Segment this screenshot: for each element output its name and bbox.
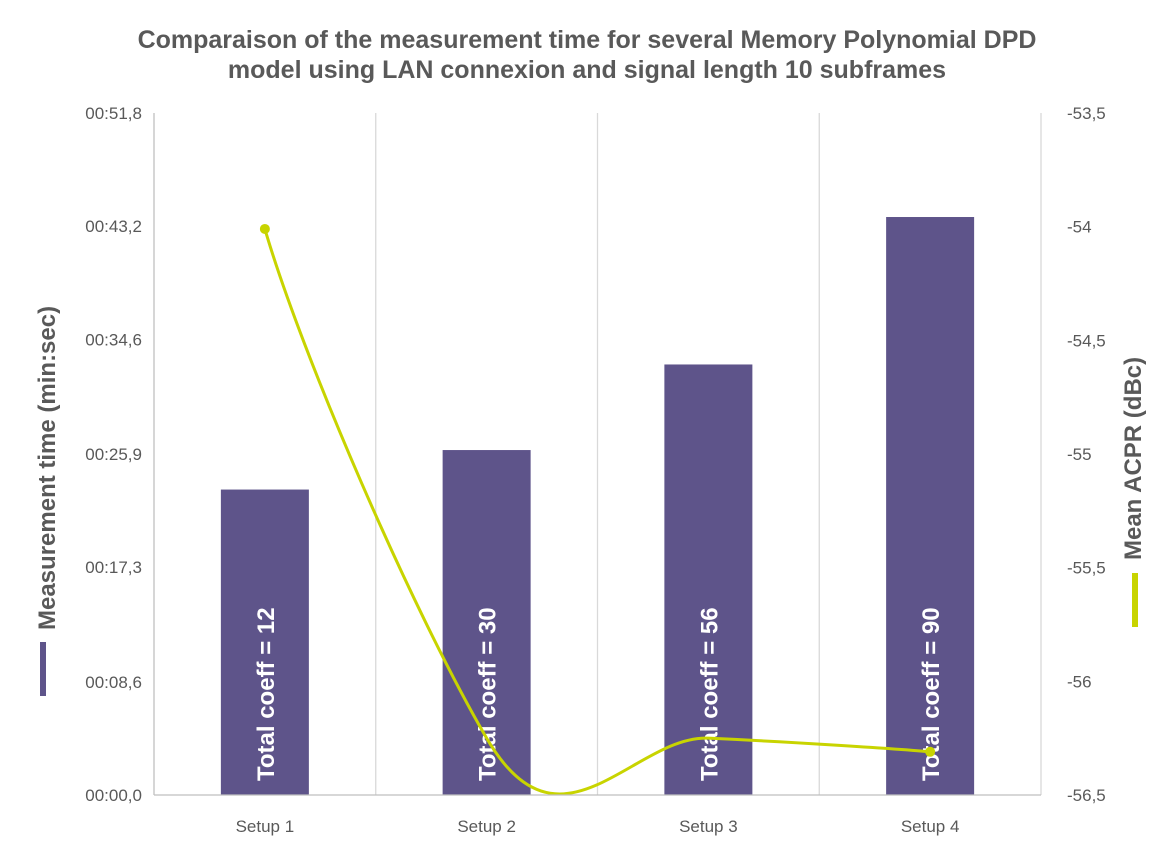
- x-category-label: Setup 3: [679, 817, 738, 836]
- bar-data-label: Total coeff = 56: [696, 607, 723, 781]
- y-left-tick-label: 00:51,8: [85, 104, 142, 123]
- y-right-title: Mean ACPR (dBc): [1120, 357, 1147, 560]
- acpr-line: [263, 228, 931, 796]
- y-right-tick-label: -56,5: [1067, 786, 1106, 805]
- right-legend-swatch: [1132, 573, 1138, 627]
- left-legend-swatch: [40, 642, 46, 696]
- y-right-tick-label: -53,5: [1067, 104, 1106, 123]
- y-right-tick-label: -55,5: [1067, 559, 1106, 578]
- acpr-line-series: [259, 223, 936, 796]
- bar-series: [220, 217, 975, 795]
- y-right-tick-label: -55: [1067, 445, 1092, 464]
- axes: [153, 113, 1041, 796]
- x-category-label: Setup 1: [236, 817, 295, 836]
- y-left-title: Measurement time (min:sec): [34, 306, 61, 630]
- tick-labels: 00:00,0 00:08,6 00:17,3 00:25,9 00:34,6 00:43…: [85, 104, 1105, 836]
- y-left-tick-label: 00:25,9: [85, 445, 142, 464]
- bar: [664, 364, 753, 795]
- acpr-point: [259, 223, 270, 234]
- bar: [220, 489, 309, 795]
- chart-title-line-1: Comparaison of the measurement time for …: [138, 26, 1037, 54]
- y-left-tick-label: 00:17,3: [85, 558, 142, 577]
- x-category-label: Setup 2: [457, 817, 516, 836]
- acpr-point: [925, 746, 936, 757]
- y-left-tick-label: 00:08,6: [85, 673, 142, 692]
- y-right-tick-label: -56: [1067, 672, 1092, 691]
- axis-titles: Measurement time (min:sec) Mean ACPR (dB…: [34, 306, 1147, 696]
- y-right-tick-label: -54: [1067, 218, 1092, 237]
- gridlines: [375, 113, 1042, 795]
- bar-data-labels: Total coeff = 12 Total coeff = 30 Total co…: [253, 607, 945, 781]
- y-left-tick-label: 00:34,6: [85, 330, 142, 349]
- y-left-tick-label: 00:43,2: [85, 217, 142, 236]
- y-left-tick-label: 00:00,0: [85, 786, 142, 805]
- bar: [886, 217, 975, 795]
- y-right-tick-label: -54,5: [1067, 331, 1106, 350]
- x-category-label: Setup 4: [901, 817, 960, 836]
- bar-data-label: Total coeff = 12: [253, 607, 280, 781]
- chart-title-line-2: model using LAN connexion and signal len…: [228, 56, 946, 84]
- chart-title: Comparaison of the measurement time for …: [138, 26, 1037, 84]
